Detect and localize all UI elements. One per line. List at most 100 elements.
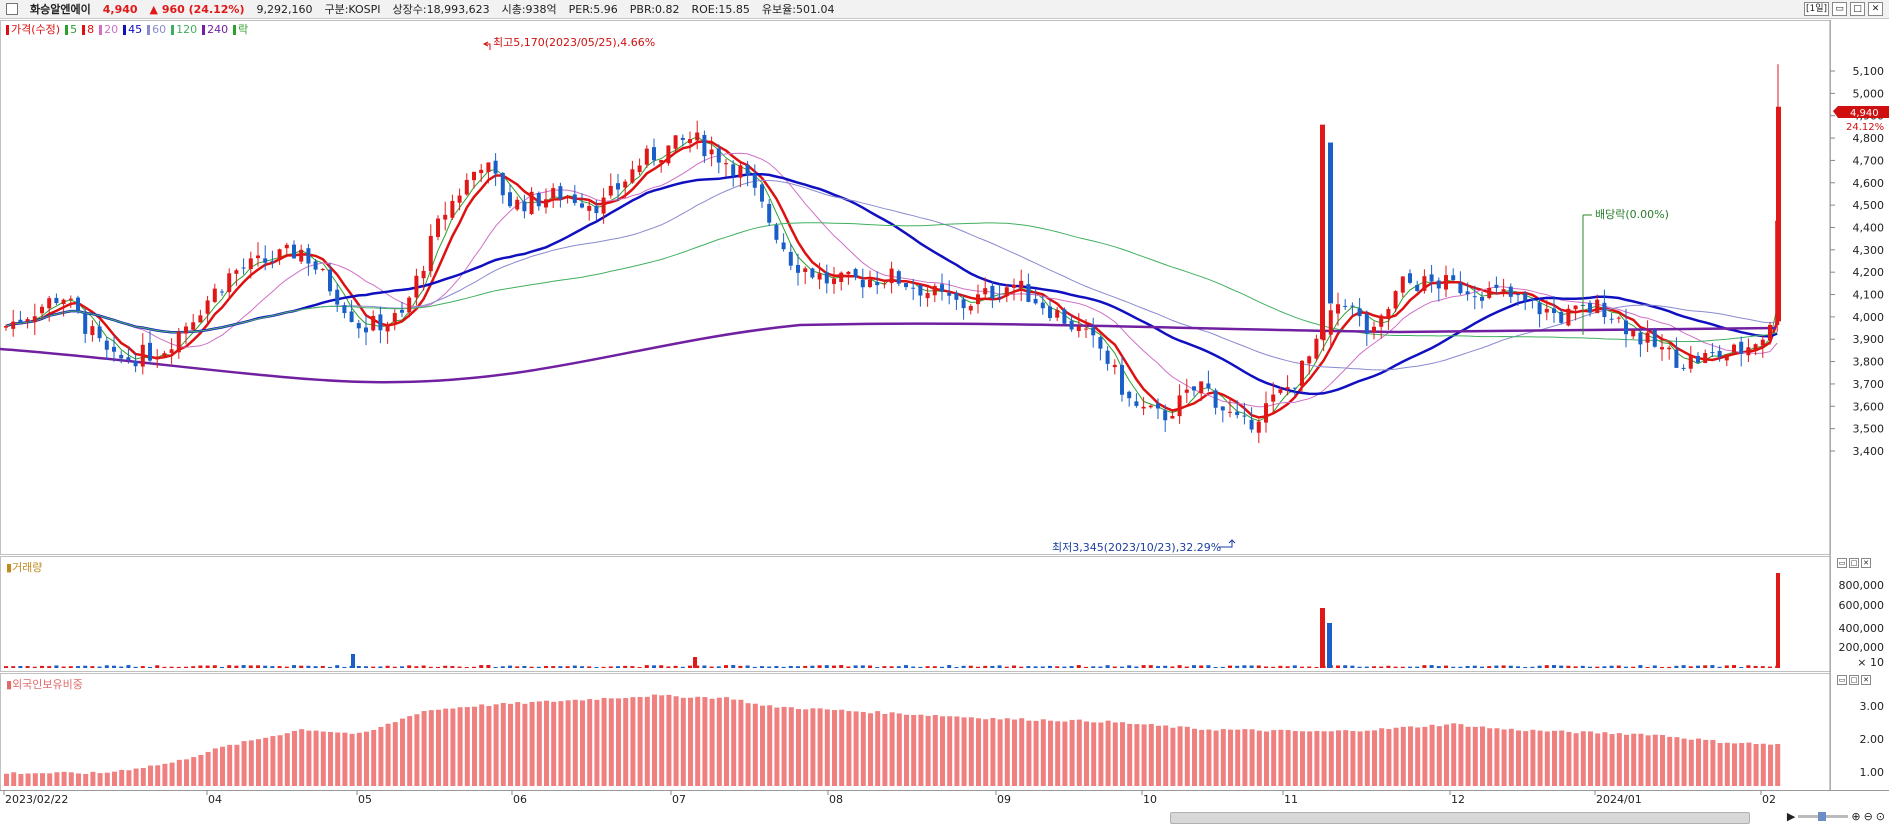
- horizontal-scrollbar[interactable]: [1170, 812, 1750, 824]
- foreign-ratio-bar: [83, 773, 89, 786]
- candle-body: [1148, 405, 1153, 408]
- legend-ma-60[interactable]: 60: [147, 23, 166, 36]
- maximize-icon[interactable]: □: [1850, 2, 1865, 16]
- candle-body: [320, 269, 325, 271]
- close-icon[interactable]: ✕: [1868, 2, 1883, 16]
- legend-price[interactable]: 가격(수정): [6, 21, 60, 37]
- foreign-ratio-bar: [313, 730, 319, 786]
- scroll-right-icon[interactable]: ▶: [1786, 810, 1796, 823]
- foreign-ratio-bar: [1271, 730, 1277, 786]
- zoom-out-icon[interactable]: ⊖: [1863, 810, 1873, 823]
- volume-bar: [1004, 666, 1009, 668]
- date-tick-label: 02: [1762, 793, 1776, 806]
- foreign-ratio-bar: [407, 716, 413, 786]
- volume-bar: [1235, 665, 1240, 668]
- zoom-reset-icon[interactable]: ⊙: [1875, 810, 1885, 823]
- volume-bar: [414, 666, 419, 668]
- foreign-ratio-bar: [817, 708, 823, 786]
- volume-bar: [1026, 666, 1031, 668]
- candle-body: [616, 183, 620, 190]
- foreign-ratio-bar: [385, 723, 391, 786]
- legend-ex-dividend[interactable]: 락: [233, 21, 248, 37]
- stock-name[interactable]: 화승알엔에이: [30, 3, 91, 16]
- candle-body: [918, 285, 923, 296]
- foreign-ratio-bar: [1652, 734, 1658, 786]
- panel-minimize-icon[interactable]: ▭: [1837, 558, 1847, 568]
- volume-bar: [4, 666, 8, 668]
- volume-bar: [220, 666, 224, 668]
- volume-bar: [1343, 665, 1348, 668]
- foreign-ratio-bar: [76, 773, 81, 786]
- candle-body: [479, 169, 484, 174]
- candle-body: [1681, 367, 1686, 369]
- candle-body: [558, 186, 563, 200]
- foreign-ratio-bar: [1156, 725, 1161, 786]
- legend-ma-20[interactable]: 20: [99, 23, 118, 36]
- candle-body: [1350, 305, 1355, 307]
- volume-bar: [1652, 665, 1657, 668]
- volume-bar: [40, 665, 44, 668]
- zoom-slider[interactable]: [1798, 812, 1849, 821]
- volume-bar: [702, 665, 707, 668]
- volume-bar: [1292, 665, 1297, 668]
- date-tick-label: 12: [1451, 793, 1465, 806]
- candle-body: [1141, 406, 1146, 409]
- legend-ma-45[interactable]: 45: [123, 23, 142, 36]
- foreign-ratio-bar: [364, 731, 369, 786]
- volume-bar: [652, 665, 656, 668]
- volume-bar: [544, 665, 548, 668]
- foreign-ratio-bar: [1472, 726, 1478, 786]
- candle-body: [371, 315, 376, 331]
- candle-body: [587, 205, 592, 211]
- volume-bar: [1408, 666, 1412, 668]
- legend-ma-5[interactable]: 5: [65, 23, 77, 36]
- candle-body: [1300, 360, 1304, 387]
- foreign-ratio-bar: [328, 731, 333, 786]
- candle-body: [1120, 365, 1124, 395]
- period-button[interactable]: [1일]: [1803, 2, 1829, 16]
- panel-close-icon[interactable]: ✕: [1861, 558, 1871, 568]
- candle-body: [1523, 293, 1528, 301]
- minimize-icon[interactable]: ▭: [1832, 2, 1847, 16]
- foreign-ratio-bar: [220, 746, 225, 786]
- foreign-ratio-bar: [630, 697, 636, 786]
- candle-body: [1508, 286, 1513, 297]
- price-tick-label: 5,100: [1853, 65, 1885, 78]
- foreign-ratio-bar: [1336, 730, 1341, 786]
- candle-body: [1768, 324, 1772, 341]
- volume-bar: [1530, 666, 1535, 668]
- legend-ma-8[interactable]: 8: [82, 23, 94, 36]
- candle-body: [104, 340, 109, 350]
- volume-bar: [1487, 666, 1492, 668]
- panel-maximize-icon[interactable]: □: [1849, 675, 1859, 685]
- volume-bar: [61, 666, 66, 668]
- legend-ma-240[interactable]: 240: [202, 23, 228, 36]
- foreign-ratio-bar: [119, 769, 125, 786]
- foreign-ratio-bar: [1422, 726, 1428, 786]
- candle-body: [1595, 299, 1600, 314]
- volume-bar: [1148, 665, 1153, 668]
- foreign-ratio-bar: [1228, 729, 1233, 786]
- panel-minimize-icon[interactable]: ▭: [1837, 675, 1847, 685]
- panel-close-icon[interactable]: ✕: [1861, 675, 1871, 685]
- volume-unit-label: × 10: [1857, 656, 1884, 669]
- foreign-panel-label[interactable]: ▮외국인보유비중: [6, 678, 83, 691]
- foreign-ratio-bar: [349, 733, 355, 786]
- candle-body: [997, 296, 1002, 298]
- volume-bar: [351, 654, 355, 668]
- volume-bar: [860, 665, 865, 668]
- legend-ma-120[interactable]: 120: [171, 23, 197, 36]
- zoom-in-icon[interactable]: ⊕: [1851, 810, 1861, 823]
- foreign-ratio-bar: [904, 714, 909, 786]
- foreign-ratio-bar: [565, 700, 571, 786]
- foreign-ratio-bar: [184, 759, 189, 786]
- volume-bar: [335, 665, 340, 668]
- volume-panel-label[interactable]: ▮거래량: [6, 561, 43, 574]
- volume-bar: [1098, 666, 1103, 668]
- price-tick-label: 3,600: [1853, 400, 1885, 413]
- foreign-ratio-bar: [443, 708, 449, 786]
- panel-maximize-icon[interactable]: □: [1849, 558, 1859, 568]
- checkbox-icon[interactable]: [6, 3, 18, 15]
- candle-body: [702, 134, 707, 157]
